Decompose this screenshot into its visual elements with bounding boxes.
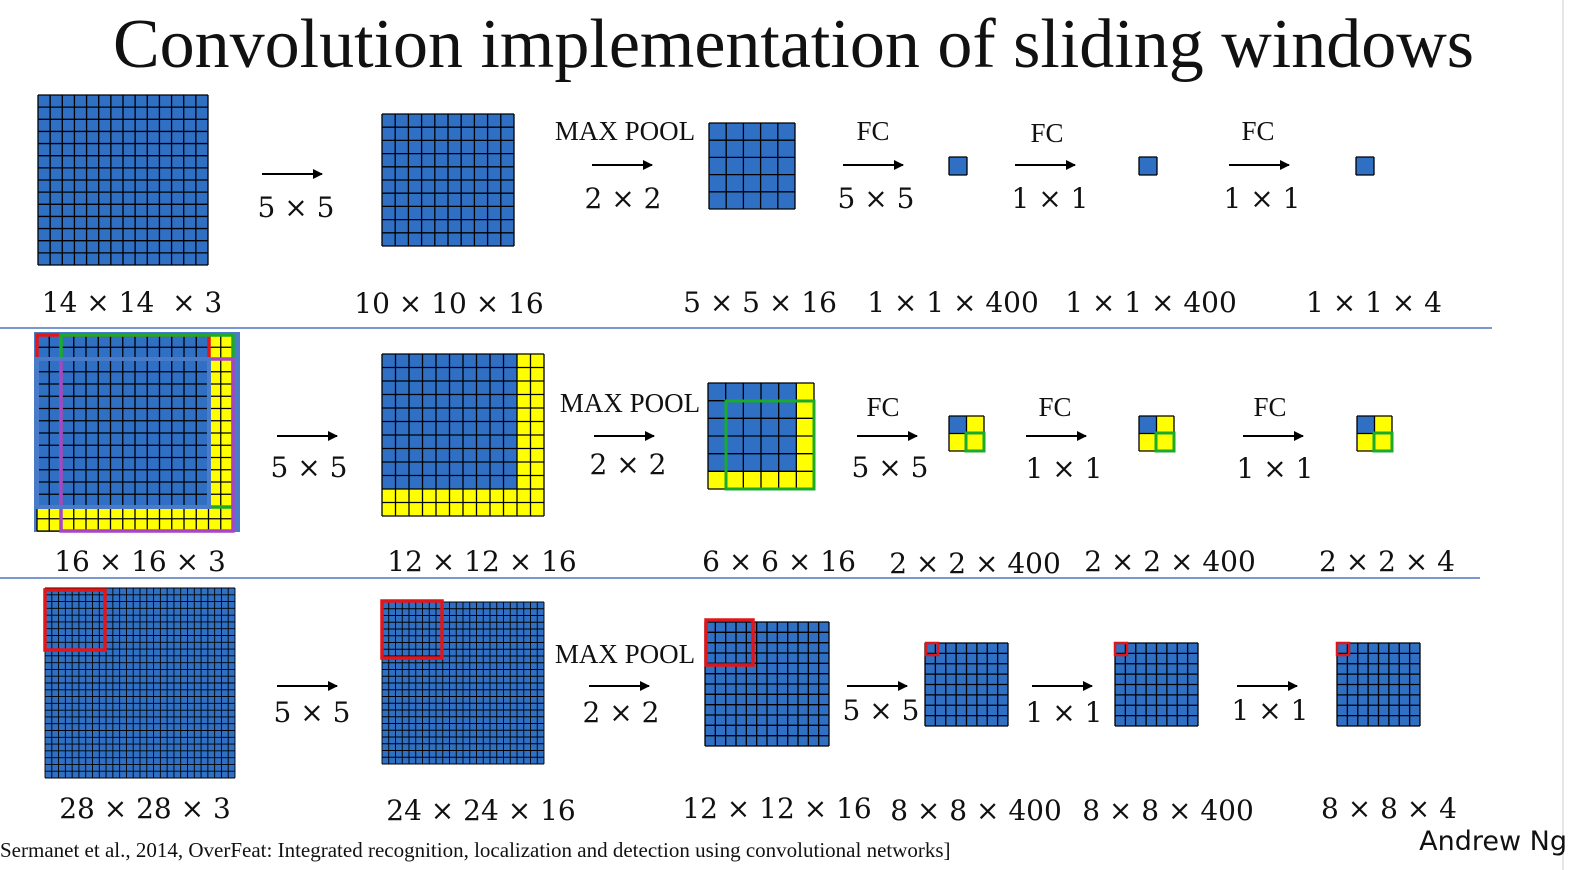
row3-op2-bottom: 2 × 2 — [583, 696, 660, 729]
row2-op4-bottom: 1 × 1 — [1026, 452, 1103, 485]
row3-window-24 — [380, 599, 444, 660]
row3-window-8a — [924, 641, 940, 657]
row3-window-12 — [704, 618, 755, 667]
row3-op3-bottom: 5 × 5 — [843, 694, 920, 727]
row3-dim-2: 24 × 24 × 16 — [386, 794, 575, 827]
row1-grid-1x1-a — [948, 156, 968, 176]
grid-lines — [37, 94, 209, 266]
row2-dim-2: 12 × 12 × 16 — [387, 545, 576, 578]
row2-2x2-b-green — [1154, 431, 1176, 453]
grid-lines — [708, 122, 796, 210]
row1-dim-5: 1 × 1 × 400 — [1065, 286, 1237, 319]
row1-dim-2: 10 × 10 × 16 — [354, 287, 543, 320]
row3-op1-bottom: 5 × 5 — [274, 696, 351, 729]
row1-op4-top: FC — [1030, 118, 1063, 148]
row3-window-8c — [1335, 641, 1351, 657]
row2-op2-bottom: 2 × 2 — [590, 448, 667, 481]
row2-window-blue — [35, 357, 211, 509]
grid-lines — [704, 621, 830, 747]
row3-dim-1: 28 × 28 × 3 — [59, 792, 231, 825]
row3-window-28 — [43, 588, 107, 652]
row2-op3-bottom: 5 × 5 — [852, 451, 929, 484]
grid-lines — [1114, 642, 1199, 727]
citation: Sermanet et al., 2014, OverFeat: Integra… — [0, 838, 951, 862]
row1-op2-top: MAX POOL — [555, 116, 695, 146]
row1-dim-3: 5 × 5 × 16 — [683, 286, 837, 319]
row1-op5-bottom: 1 × 1 — [1224, 182, 1301, 215]
row3-grid-12x12 — [704, 621, 830, 747]
row2-op4-top: FC — [1038, 392, 1071, 422]
row2-op1-bottom: 5 × 5 — [271, 451, 348, 484]
row2-dim-1: 16 × 16 × 3 — [54, 545, 226, 578]
row3-grid-8x8-c — [1336, 642, 1421, 727]
row3-grid-28x28 — [44, 587, 236, 779]
row2-op5-bottom: 1 × 1 — [1237, 452, 1314, 485]
slide-title: Convolution implementation of sliding wi… — [112, 6, 1475, 83]
row1-op4-bottom: 1 × 1 — [1012, 182, 1089, 215]
row1-grid-1x1-c — [1355, 156, 1375, 176]
grid-lines — [381, 353, 545, 517]
row1-op3-top: FC — [856, 116, 889, 146]
row1-dim-6: 1 × 1 × 4 — [1306, 286, 1442, 319]
row-3: 5 × 5 MAX POOL 2 × 2 5 × 5 1 × 1 1 × 1 2… — [43, 587, 1457, 827]
grid-lines — [948, 156, 968, 176]
row3-dim-5: 8 × 8 × 400 — [1082, 794, 1254, 827]
row1-op1-bottom: 5 × 5 — [258, 191, 335, 224]
grid-lines — [44, 587, 236, 779]
row3-op5-bottom: 1 × 1 — [1232, 694, 1309, 727]
row1-op2-bottom: 2 × 2 — [585, 182, 662, 215]
row2-2x2-a-green — [964, 431, 986, 453]
row3-grid-24x24 — [381, 601, 545, 765]
row1-dim-1: 14 × 14 × 3 — [42, 286, 223, 319]
row3-dim-3: 12 × 12 × 16 — [682, 792, 871, 825]
row2-grid-12x12 — [381, 353, 545, 517]
row3-dim-6: 8 × 8 × 4 — [1321, 792, 1457, 825]
grid-lines — [1138, 156, 1158, 176]
grid-lines — [1336, 642, 1421, 727]
row1-op5-top: FC — [1241, 116, 1274, 146]
row2-dim-5: 2 × 2 × 400 — [1084, 545, 1256, 578]
row3-grid-8x8-b — [1114, 642, 1199, 727]
grid-lines — [1355, 156, 1375, 176]
author-credit: Andrew Ng — [1419, 826, 1567, 857]
row3-op2-top: MAX POOL — [555, 639, 695, 669]
row1-grid-14x14 — [37, 94, 209, 266]
row2-op5-top: FC — [1253, 392, 1286, 422]
row2-dim-4: 2 × 2 × 400 — [889, 547, 1061, 580]
row2-op2-top: MAX POOL — [560, 388, 700, 418]
row3-window-8b — [1113, 641, 1129, 657]
row2-grid-16x16 — [36, 334, 234, 532]
row1-dim-4: 1 × 1 × 400 — [867, 286, 1039, 319]
grid-lines — [381, 601, 545, 765]
row3-op4-bottom: 1 × 1 — [1026, 696, 1103, 729]
grid-cells — [949, 157, 967, 175]
grid-cells — [1356, 157, 1374, 175]
row1-grid-5x5 — [708, 122, 796, 210]
row1-grid-1x1-b — [1138, 156, 1158, 176]
grid-cells — [1139, 157, 1157, 175]
row2-dim-6: 2 × 2 × 4 — [1319, 545, 1455, 578]
grid-lines — [924, 642, 1009, 727]
row3-grid-8x8-a — [924, 642, 1009, 727]
row2-6x6-green-window — [724, 399, 816, 491]
grid-cells — [709, 123, 795, 209]
row1-grid-10x10 — [381, 113, 515, 247]
row-1: 5 × 5 MAX POOL 2 × 2 FC 5 × 5 FC 1 × 1 F… — [37, 94, 1442, 320]
row3-dim-4: 8 × 8 × 400 — [890, 794, 1062, 827]
grid-lines — [381, 113, 515, 247]
row2-op3-top: FC — [866, 392, 899, 422]
row2-2x2-c-green — [1372, 431, 1394, 453]
row-2: 5 × 5 MAX POOL 2 × 2 FC 5 × 5 FC 1 × 1 F… — [34, 332, 1455, 580]
row2-dim-3: 6 × 6 × 16 — [702, 545, 856, 578]
row1-op3-bottom: 5 × 5 — [838, 182, 915, 215]
row2-grid-6x6 — [707, 382, 815, 490]
